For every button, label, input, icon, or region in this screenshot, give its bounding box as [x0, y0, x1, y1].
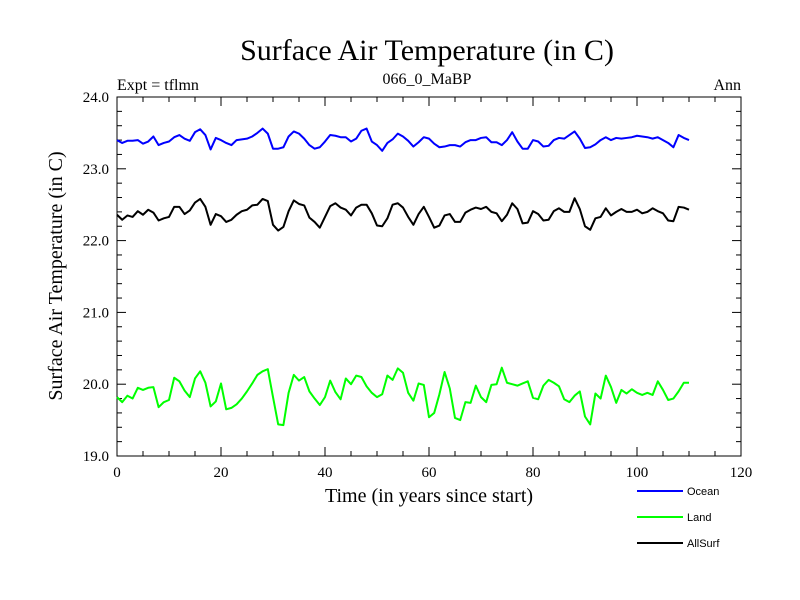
experiment-label: Expt = tflmn — [117, 77, 199, 94]
series-line-allsurf — [116, 197, 690, 232]
series-line-ocean — [116, 127, 690, 152]
y-tick-label: 22.0 — [83, 234, 109, 250]
chart-subtitle: 066_0_MaBP — [383, 71, 472, 88]
legend: Ocean Land AllSurf — [637, 486, 720, 550]
x-tick-label: 60 — [422, 465, 437, 481]
x-tick-label: 120 — [730, 465, 753, 481]
x-axis: 0 20 40 60 80 100 120 — [113, 97, 752, 481]
x-tick-label: 20 — [214, 465, 229, 481]
x-tick-label: 40 — [318, 465, 333, 481]
y-tick-label: 19.0 — [83, 449, 109, 465]
plot-area — [116, 127, 690, 427]
y-tick-label: 24.0 — [83, 90, 109, 106]
y-axis: 19.0 20.0 21.0 22.0 23.0 24.0 — [83, 90, 741, 465]
y-tick-label: 21.0 — [83, 305, 109, 321]
legend-label-land: Land — [687, 512, 711, 524]
period-label: Ann — [713, 77, 741, 94]
x-tick-label: 100 — [626, 465, 649, 481]
series-line-land — [116, 366, 689, 427]
legend-label-allsurf: AllSurf — [687, 538, 720, 550]
y-tick-label: 23.0 — [83, 162, 109, 178]
y-axis-label: Surface Air Temperature (in C) — [45, 151, 67, 400]
x-axis-label: Time (in years since start) — [325, 485, 533, 507]
y-tick-label: 20.0 — [83, 377, 109, 393]
chart-title: Surface Air Temperature (in C) — [240, 34, 614, 67]
x-tick-label: 0 — [113, 465, 121, 481]
legend-label-ocean: Ocean — [687, 486, 719, 498]
x-tick-label: 80 — [526, 465, 541, 481]
